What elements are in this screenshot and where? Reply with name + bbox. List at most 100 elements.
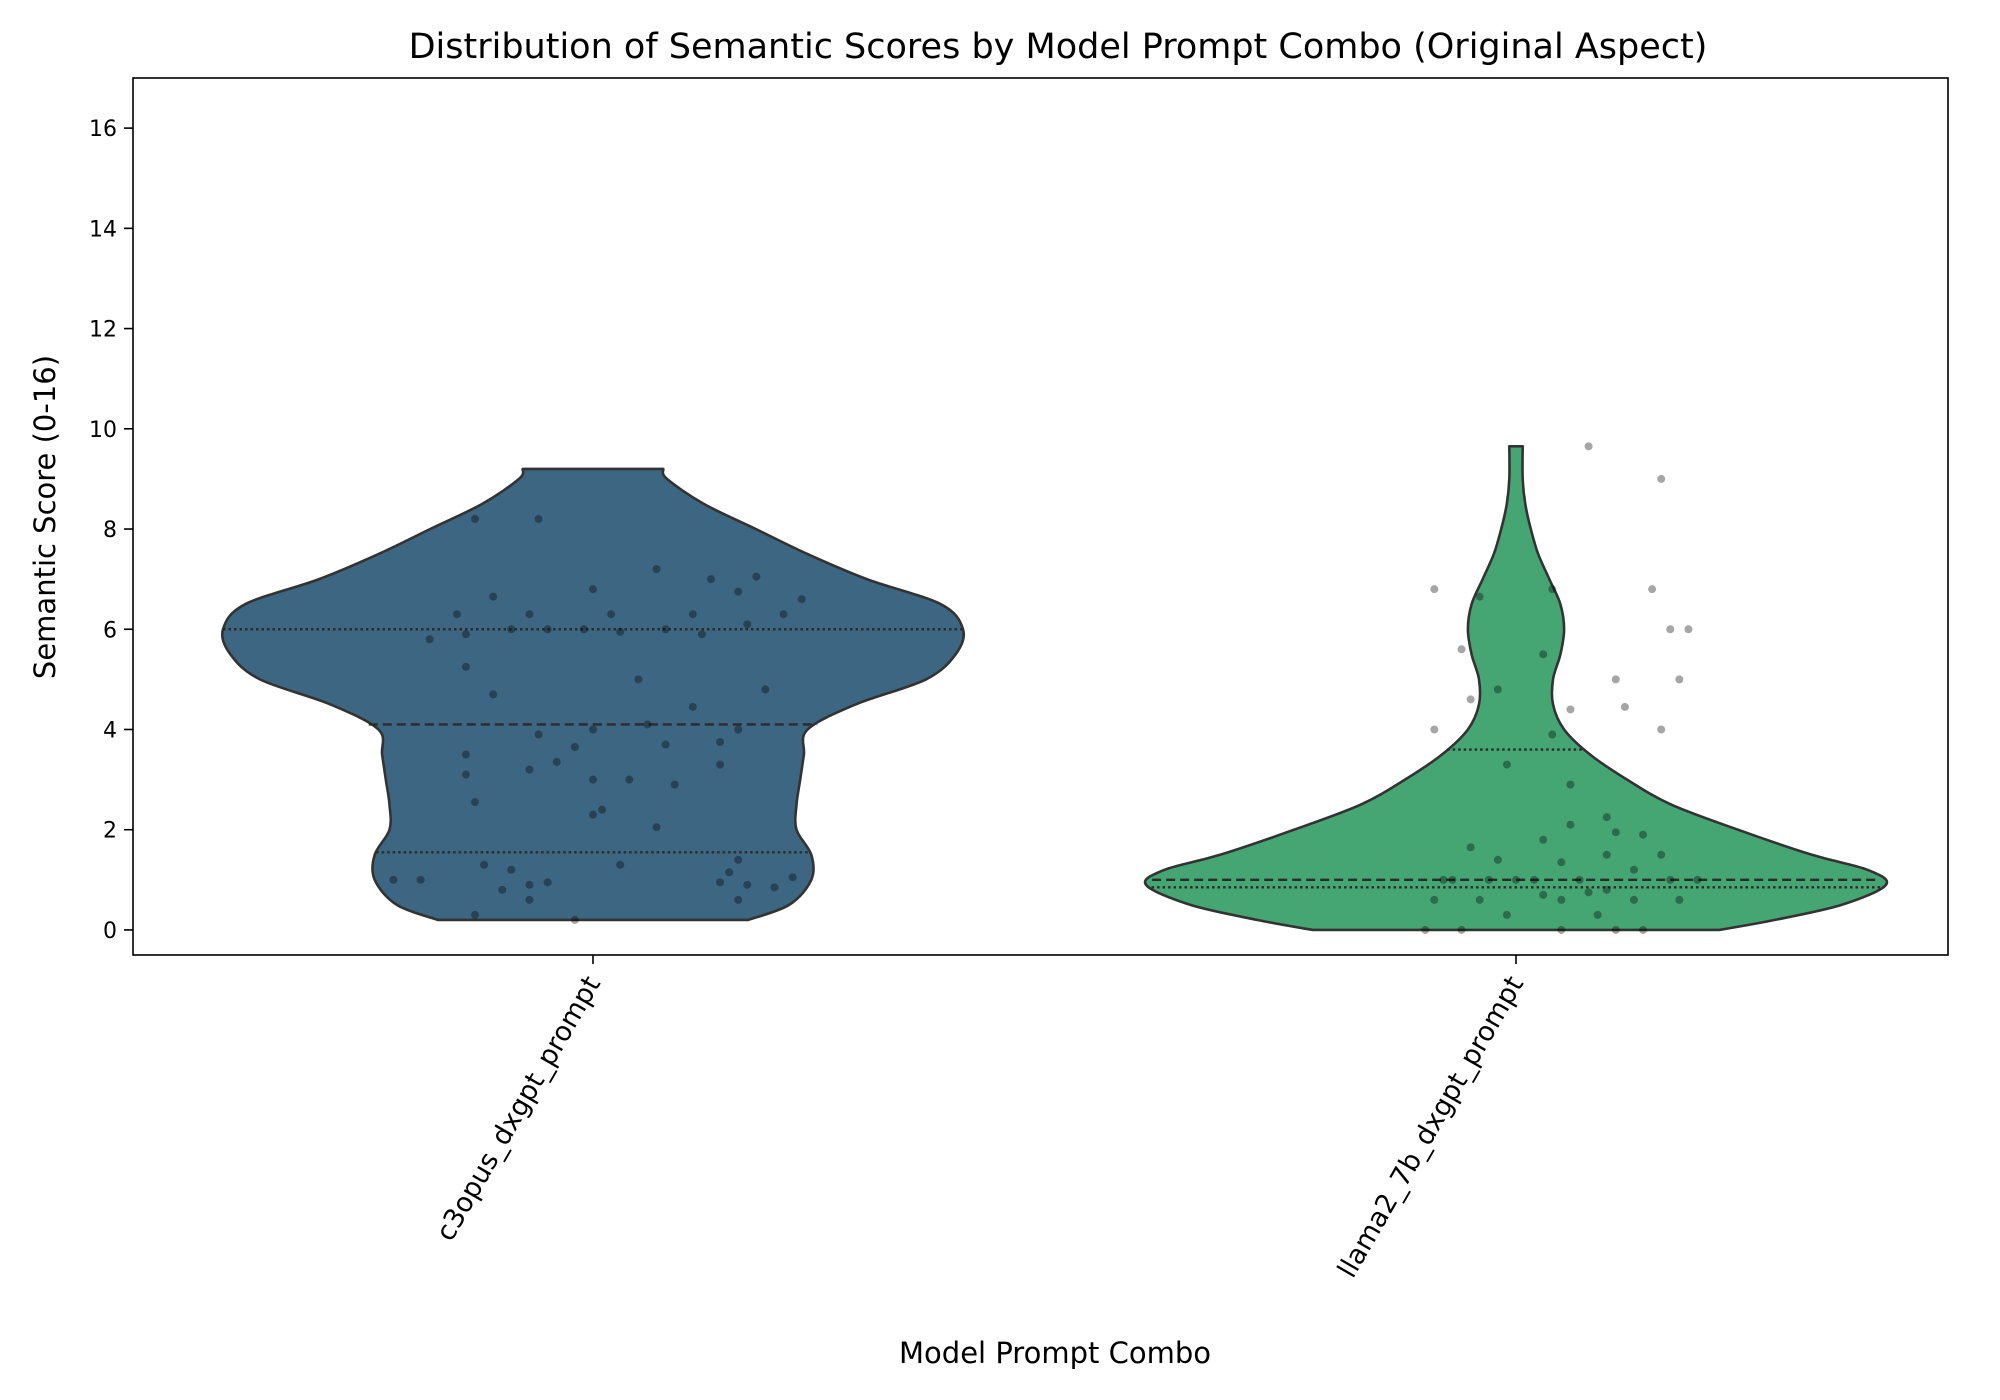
data-point xyxy=(1430,725,1439,734)
data-point xyxy=(1475,592,1484,601)
data-point xyxy=(1620,702,1629,711)
data-point xyxy=(489,690,498,699)
data-point xyxy=(461,630,470,639)
plot-area xyxy=(220,442,1889,934)
data-point xyxy=(1639,830,1648,839)
data-point xyxy=(1539,890,1548,899)
y-tick-label: 4 xyxy=(103,718,117,743)
data-point xyxy=(1629,865,1638,874)
data-point xyxy=(471,515,480,524)
data-point xyxy=(1657,850,1666,859)
data-point xyxy=(652,565,661,574)
data-point xyxy=(661,740,670,749)
data-point xyxy=(416,875,425,884)
data-point xyxy=(1566,780,1575,789)
data-point xyxy=(1602,813,1611,822)
data-point xyxy=(688,610,697,619)
data-point xyxy=(579,625,588,634)
data-point xyxy=(1639,925,1648,934)
data-point xyxy=(471,910,480,919)
data-point xyxy=(1566,820,1575,829)
data-point xyxy=(734,895,743,904)
data-point xyxy=(525,610,534,619)
data-point xyxy=(625,775,634,784)
data-point xyxy=(389,875,398,884)
data-point xyxy=(770,883,779,892)
data-point xyxy=(1675,895,1684,904)
data-point xyxy=(1484,875,1493,884)
data-point xyxy=(1439,875,1448,884)
data-point xyxy=(489,592,498,601)
data-point xyxy=(598,805,607,814)
data-point xyxy=(634,675,643,684)
data-point xyxy=(1611,925,1620,934)
data-point xyxy=(1548,730,1557,739)
chart-title: Distribution of Semantic Scores by Model… xyxy=(409,27,1708,67)
data-point xyxy=(688,702,697,711)
data-point xyxy=(616,627,625,636)
y-tick-label: 6 xyxy=(103,618,117,643)
data-point xyxy=(1611,675,1620,684)
data-point xyxy=(1457,925,1466,934)
x-tick-label: c3opus_dxgpt_prompt xyxy=(430,971,607,1246)
data-point xyxy=(1512,875,1520,884)
data-point xyxy=(706,575,715,584)
data-point xyxy=(1557,858,1566,867)
data-point xyxy=(589,585,597,594)
data-point xyxy=(570,743,579,752)
data-point xyxy=(1548,585,1557,594)
violin-body xyxy=(220,467,966,922)
data-point xyxy=(1584,888,1593,897)
data-point xyxy=(525,895,534,904)
y-tick-label: 8 xyxy=(103,518,117,543)
y-axis-title: Semantic Score (0-16) xyxy=(28,355,62,679)
y-tick-label: 16 xyxy=(89,117,117,142)
data-point xyxy=(734,855,743,864)
data-point xyxy=(1502,910,1511,919)
data-point xyxy=(716,878,725,887)
data-point xyxy=(589,725,597,734)
data-point xyxy=(661,625,670,634)
data-point xyxy=(797,595,806,604)
data-point xyxy=(461,662,470,671)
data-point xyxy=(779,610,788,619)
data-point xyxy=(1566,705,1575,714)
data-point xyxy=(1539,650,1548,659)
y-tick-label: 0 xyxy=(103,919,117,944)
data-point xyxy=(1530,875,1539,884)
data-point xyxy=(1448,875,1457,884)
data-point xyxy=(1675,675,1684,684)
data-point xyxy=(725,868,734,877)
y-tick-label: 14 xyxy=(89,217,117,242)
data-point xyxy=(543,878,552,887)
data-point xyxy=(498,885,507,894)
y-tick-label: 2 xyxy=(103,819,117,844)
data-point xyxy=(1602,885,1611,894)
data-point xyxy=(652,823,661,832)
data-point xyxy=(461,750,470,759)
data-point xyxy=(734,725,743,734)
data-point xyxy=(716,760,725,769)
data-point xyxy=(425,635,434,644)
data-point xyxy=(1502,760,1511,769)
data-point xyxy=(1457,645,1466,654)
data-point xyxy=(788,873,797,882)
data-point xyxy=(525,880,534,889)
y-axis: 0 2 4 6 8 10 12 14 16 xyxy=(89,117,133,944)
data-point xyxy=(1602,850,1611,859)
x-axis-title: Model Prompt Combo xyxy=(899,1336,1211,1370)
y-tick-label: 10 xyxy=(89,418,117,443)
data-point xyxy=(589,775,597,784)
data-point xyxy=(1430,585,1439,594)
data-point xyxy=(1666,875,1675,884)
plot-frame xyxy=(132,77,1949,956)
data-point xyxy=(525,765,534,774)
data-point xyxy=(570,915,579,924)
data-point xyxy=(1666,625,1675,634)
data-point xyxy=(716,738,725,747)
x-axis: c3opus_dxgpt_prompt llama2_7b_dxgpt_promp… xyxy=(430,955,1530,1283)
data-point xyxy=(1693,875,1702,884)
data-point xyxy=(589,810,597,819)
data-point xyxy=(1648,585,1657,594)
